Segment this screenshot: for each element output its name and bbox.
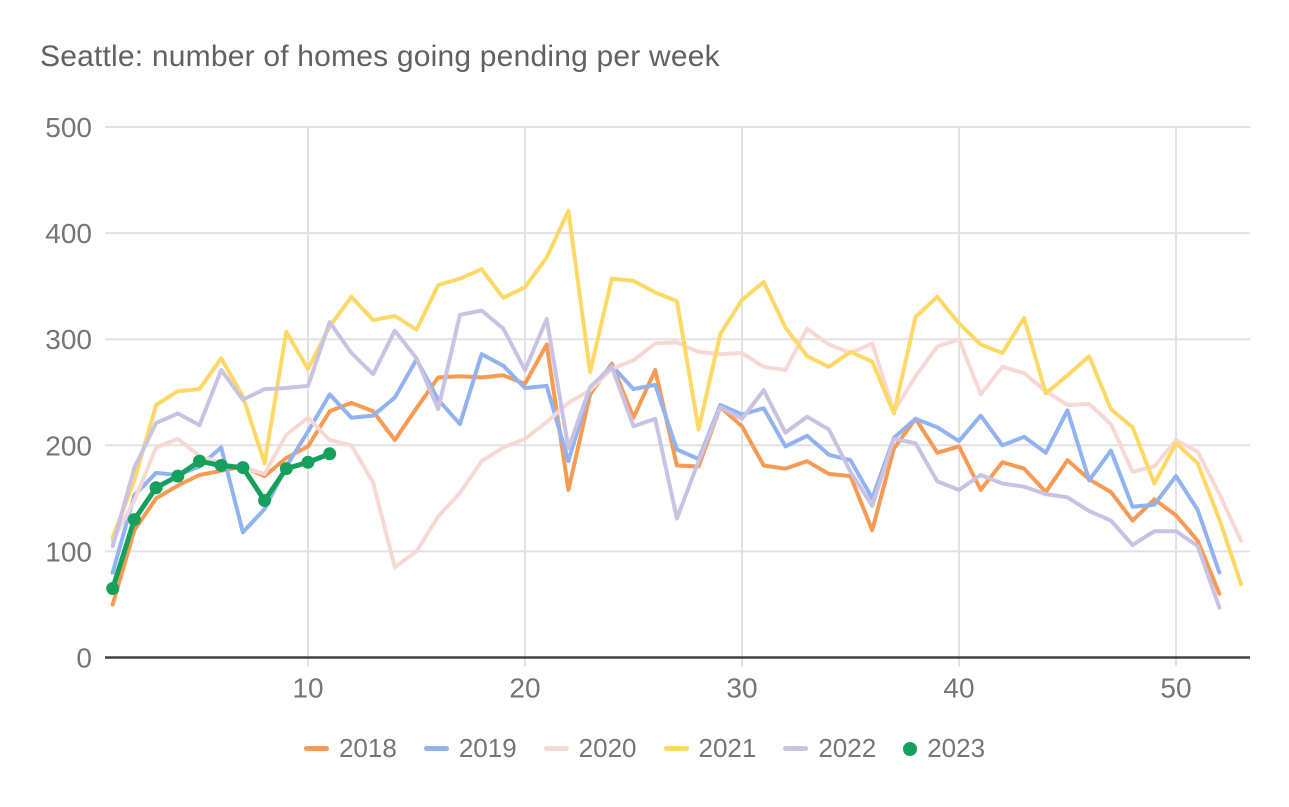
series-line-2021 [110,208,1244,587]
legend-item-2023[interactable]: 2023 [903,733,985,764]
axis-labels: 0 100 200 300 400 500 10 20 30 40 50 [45,112,1191,704]
data-point [323,447,337,461]
y-tick-label: 500 [45,112,92,143]
y-tick-label: 200 [45,430,92,461]
chart-title: Seattle: number of homes going pending p… [40,40,720,73]
legend-label: 2019 [458,733,517,763]
x-tick-label: 50 [1160,673,1191,704]
data-point [149,481,163,495]
data-point [279,462,293,476]
legend-swatch-2021 [663,746,689,751]
x-tick-label: 20 [509,673,540,704]
y-tick-label: 300 [45,324,92,355]
data-point [258,493,272,507]
data-point [106,582,120,596]
y-tick-label: 100 [45,536,92,567]
legend-item-2019[interactable]: 2019 [423,733,517,764]
series-line-2019 [110,352,1222,575]
legend-swatch-2019 [423,746,449,751]
legend-label: 2021 [698,733,757,763]
data-point [193,454,206,468]
x-tick-label: 30 [726,673,757,704]
data-point [171,469,185,483]
legend-item-2021[interactable]: 2021 [663,733,757,764]
y-tick-label: 400 [45,218,92,249]
legend: 2018 2019 2020 2021 2022 2023 [0,733,1289,764]
legend-item-2020[interactable]: 2020 [543,733,637,764]
x-tick-label: 40 [943,673,974,704]
series-line-2022 [110,308,1222,610]
legend-item-2022[interactable]: 2022 [783,733,876,764]
series-line-2020 [110,326,1244,570]
series-points-2023 [106,447,337,596]
legend-swatch-2018 [303,746,329,751]
legend-item-2018[interactable]: 2018 [303,733,397,764]
data-point [214,458,228,472]
data-point [301,455,315,469]
legend-swatch-2023 [903,741,918,756]
legend-label: 2020 [578,733,637,763]
legend-label: 2022 [818,733,877,763]
legend-swatch-2020 [543,746,569,751]
legend-swatch-2022 [783,746,809,751]
x-tick-label: 10 [292,673,323,704]
y-tick-label: 0 [76,643,92,674]
data-point [236,461,250,475]
legend-label: 2018 [338,733,397,763]
legend-label: 2023 [927,733,986,763]
data-point [127,513,141,527]
